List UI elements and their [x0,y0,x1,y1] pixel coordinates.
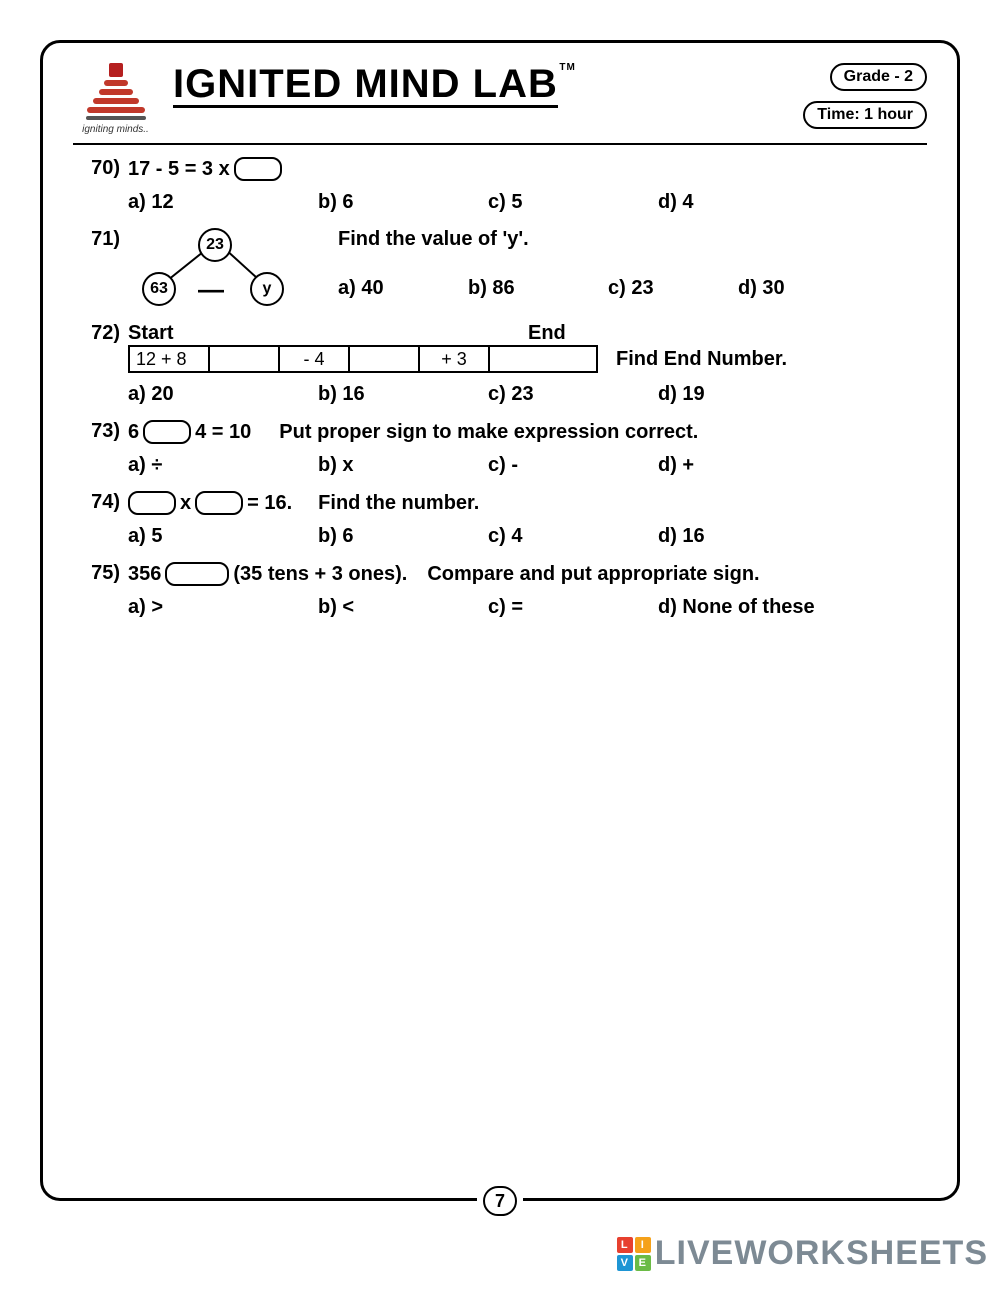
question-72: 72) Start End 12 + 8 - 4 + 3 [73,322,927,406]
number-strip: 12 + 8 - 4 + 3 [128,345,598,373]
option-c[interactable]: c) 4 [488,525,658,548]
tree-diagram: 23 63 — y [128,228,308,308]
logo: igniting minds.. [73,63,158,135]
tree-op: — [198,274,224,305]
page-number: 7 [483,1186,517,1216]
option-a[interactable]: a) 20 [128,383,318,406]
end-label: End [528,322,598,345]
answer-blank[interactable] [143,420,191,444]
option-a[interactable]: a) 12 [128,191,318,214]
start-label: Start [128,322,208,345]
option-b[interactable]: b) 6 [318,191,488,214]
header: igniting minds.. IGNITED MIND LAB TM Gra… [73,63,927,145]
time-badge: Time: 1 hour [803,101,927,129]
option-c[interactable]: c) = [488,596,658,619]
option-d[interactable]: d) None of these [658,596,815,619]
q71-prompt: Find the value of 'y'. [338,228,927,251]
option-c[interactable]: c) - [488,454,658,477]
q75-tail: Compare and put appropriate sign. [427,563,759,586]
q-number: 73) [73,420,128,477]
option-b[interactable]: b) 16 [318,383,488,406]
option-d[interactable]: d) 19 [658,383,705,406]
answer-blank[interactable] [165,562,229,586]
q-number: 75) [73,562,128,619]
question-71: 71) 23 63 — y Find the value of 'y' [73,228,927,308]
option-d[interactable]: d) 16 [658,525,705,548]
logo-tagline: igniting minds.. [73,124,158,135]
page-number-wrap: 7 [477,1186,523,1216]
watermark-badge-icon: L I V E [617,1237,651,1271]
q-number: 70) [73,157,128,214]
option-d[interactable]: d) + [658,454,694,477]
tree-right-node: y [250,272,284,306]
option-b[interactable]: b) 6 [318,525,488,548]
option-a[interactable]: a) 5 [128,525,318,548]
answer-blank[interactable] [195,491,243,515]
q74-tail: Find the number. [318,492,479,515]
watermark-text: LIVEWORKSHEETS [655,1234,988,1273]
tree-top-node: 23 [198,228,232,262]
q73-tail: Put proper sign to make expression corre… [279,421,698,444]
q-number: 72) [73,322,128,406]
option-c[interactable]: c) 23 [488,383,658,406]
page-title: IGNITED MIND LAB TM [173,63,558,108]
option-b[interactable]: b) < [318,596,488,619]
option-b[interactable]: b) x [318,454,488,477]
questions: 70) 17 - 5 = 3 x a) 12 b) 6 c) 5 d) 4 71… [73,157,927,619]
question-73: 73) 6 4 = 10 Put proper sign to make exp… [73,420,927,477]
watermark: L I V E LIVEWORKSHEETS [617,1234,988,1273]
question-74: 74) x = 16. Find the number. a) 5 b) 6 c… [73,491,927,548]
q-number: 71) [73,228,128,308]
tree-left-node: 63 [142,272,176,306]
option-d[interactable]: d) 30 [738,277,785,300]
option-c[interactable]: c) 23 [608,277,738,300]
question-70: 70) 17 - 5 = 3 x a) 12 b) 6 c) 5 d) 4 [73,157,927,214]
answer-blank[interactable] [128,491,176,515]
answer-blank[interactable] [234,157,282,181]
q70-prompt: 17 - 5 = 3 x [128,158,230,181]
q-number: 74) [73,491,128,548]
q72-tail: Find End Number. [616,348,787,371]
option-d[interactable]: d) 4 [658,191,694,214]
option-a[interactable]: a) > [128,596,318,619]
option-b[interactable]: b) 86 [468,277,608,300]
page-frame: igniting minds.. IGNITED MIND LAB TM Gra… [40,40,960,1201]
option-a[interactable]: a) ÷ [128,454,318,477]
option-a[interactable]: a) 40 [338,277,468,300]
grade-badge: Grade - 2 [830,63,927,91]
question-75: 75) 356 (35 tens + 3 ones). Compare and … [73,562,927,619]
option-c[interactable]: c) 5 [488,191,658,214]
trademark: TM [559,63,575,74]
